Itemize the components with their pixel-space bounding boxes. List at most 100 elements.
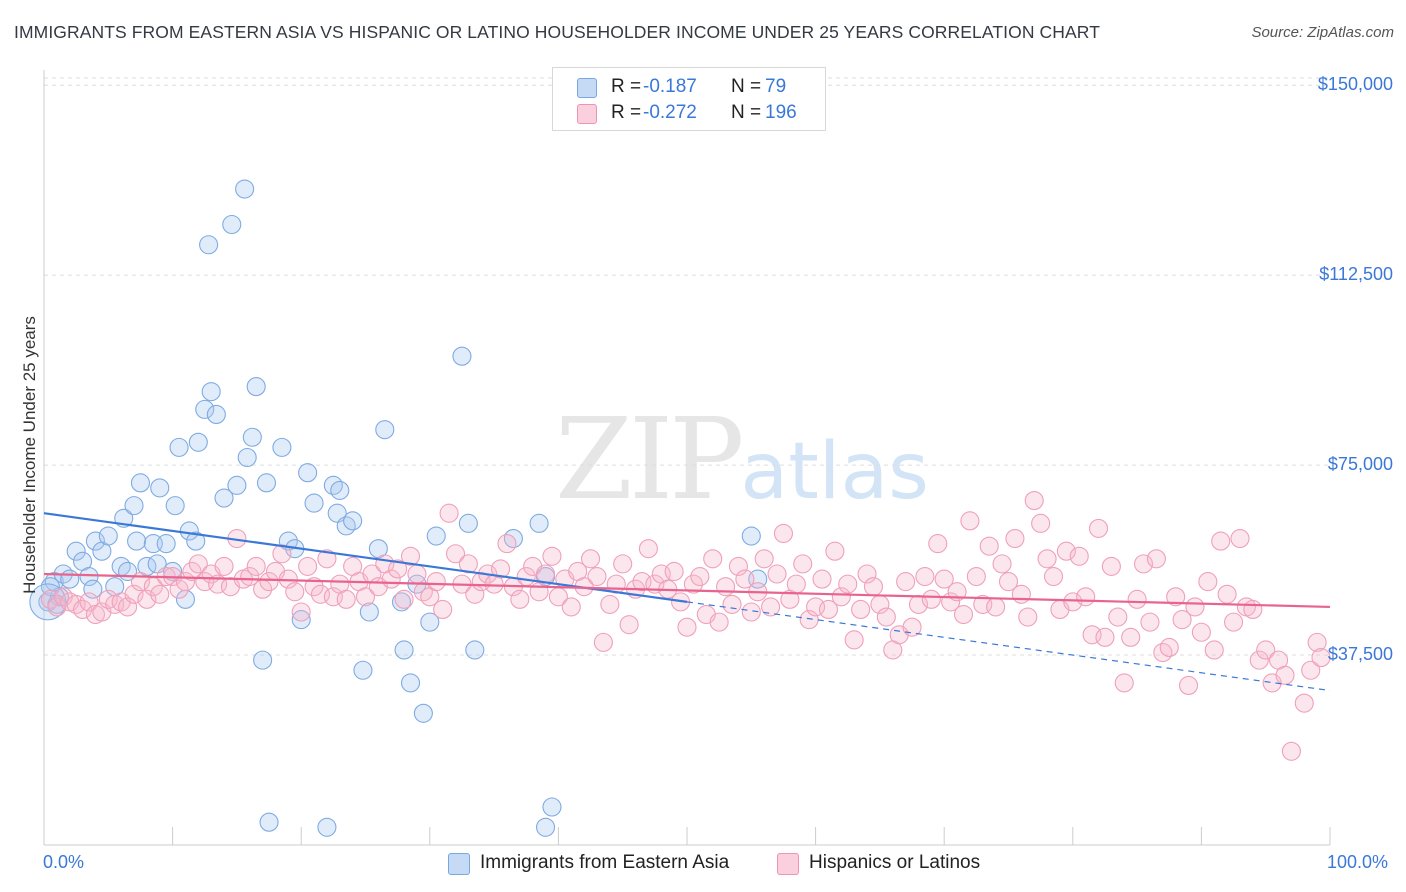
data-point-hispanic [831,587,851,607]
data-point-eastern-asia [535,817,556,837]
data-point-hispanic [317,549,337,569]
data-point-hispanic [1275,665,1295,685]
data-point-hispanic [1063,592,1083,612]
data-point-eastern-asia [214,488,234,508]
data-point-hispanic [1043,566,1064,587]
data-point-hispanic [863,577,884,597]
data-point-hispanic [1024,491,1044,511]
data-point-eastern-asia [227,475,247,495]
data-point-hispanic [394,589,414,609]
data-point-hispanic [613,554,633,574]
y-axis-label: Householder Income Under 25 years [20,316,39,594]
data-point-hispanic [677,617,697,637]
data-point-hispanic [844,630,864,650]
correlation-legend: R = -0.187 N = 79 R = -0.272 N = 196 [552,67,826,131]
bottom-legend-label-blue: Immigrants from Eastern Asia [480,852,730,873]
data-point-hispanic [728,556,748,576]
data-point-hispanic [1056,541,1076,561]
data-point-eastern-asia [741,526,761,546]
data-point-hispanic [426,572,446,592]
data-point-hispanic [1146,549,1166,569]
data-point-hispanic [1249,650,1269,670]
data-point-hispanic [915,566,935,587]
data-point-hispanic [1211,531,1231,551]
data-point-hispanic [735,569,755,589]
data-point-hispanic [754,549,774,569]
data-point-hispanic [510,589,530,609]
data-point-eastern-asia [323,475,343,495]
data-point-eastern-asia [206,404,226,424]
data-point-hispanic [793,554,813,574]
legend-swatch-blue [577,78,597,98]
data-point-hispanic [246,556,266,576]
chart-title: IMMIGRANTS FROM EASTERN ASIA VS HISPANIC… [14,22,1100,42]
data-point-hispanic [1172,610,1192,630]
data-point-hispanic [1095,627,1115,647]
data-point-hispanic [953,604,974,625]
data-point-hispanic [497,534,517,554]
data-point-eastern-asia [201,382,221,402]
data-point-eastern-asia [391,592,412,612]
data-point-hispanic [1076,587,1096,607]
data-point-hispanic [1005,528,1025,549]
data-point-hispanic [1101,556,1121,576]
data-point-hispanic [1127,589,1147,609]
data-point-eastern-asia [188,432,208,452]
data-point-eastern-asia [186,531,206,551]
data-point-hispanic [761,597,781,617]
data-point-eastern-asia [317,817,337,837]
data-point-hispanic [1311,648,1331,668]
data-point-hispanic [214,556,234,576]
data-point-eastern-asia [83,579,103,599]
data-point-hispanic [979,536,999,556]
trend-lines [43,512,1331,692]
data-point-hispanic [773,523,794,544]
data-point-hispanic [73,599,93,620]
data-point-hispanic [741,602,761,622]
data-point-hispanic [1159,637,1179,658]
source-label: Source: ZipAtlas.com [1251,24,1394,41]
data-point-eastern-asia [503,528,523,549]
data-point-eastern-asia [195,399,215,419]
data-point-hispanic [998,572,1019,592]
data-point-hispanic [690,566,710,587]
data-point-hispanic [1307,632,1327,652]
data-point-eastern-asia [235,179,255,199]
data-point-eastern-asia [156,534,176,554]
data-point-hispanic [1301,660,1321,680]
data-point-hispanic [240,566,260,587]
y-tick-label: $150,000 [1317,74,1393,95]
data-point-hispanic [445,544,466,564]
data-point-hispanic [818,599,839,620]
data-point-hispanic [169,579,189,599]
data-point-eastern-asia [127,531,147,551]
data-point-hispanic [825,541,845,561]
data-point-eastern-asia [330,480,350,500]
legend-n-value: 196 [765,102,797,123]
data-point-eastern-asia [394,640,414,660]
data-point-hispanic [1108,607,1128,627]
data-point-hispanic [439,503,459,523]
data-point-hispanic [561,597,581,617]
data-point-eastern-asia [165,496,185,516]
data-point-hispanic [966,566,986,587]
watermark: ZIPatlas [555,395,929,525]
data-point-eastern-asia [359,602,379,622]
data-point-eastern-asia [60,569,80,589]
data-point-hispanic [1133,554,1154,574]
data-point-hispanic [1018,607,1038,627]
data-point-hispanic [285,582,305,602]
data-point-hispanic [1217,584,1237,604]
data-point-eastern-asia [85,531,105,551]
data-point-eastern-asia [343,511,363,531]
data-point-hispanic [182,561,202,582]
data-point-hispanic [1224,612,1244,632]
data-point-eastern-asia [426,526,446,546]
data-point-eastern-asia [529,513,549,533]
y-tick-label: $75,000 [1327,454,1393,475]
data-point-hispanic [812,569,832,589]
data-point-hispanic [1256,640,1276,660]
data-point-hispanic [124,584,144,604]
data-point-hispanic [433,599,453,620]
